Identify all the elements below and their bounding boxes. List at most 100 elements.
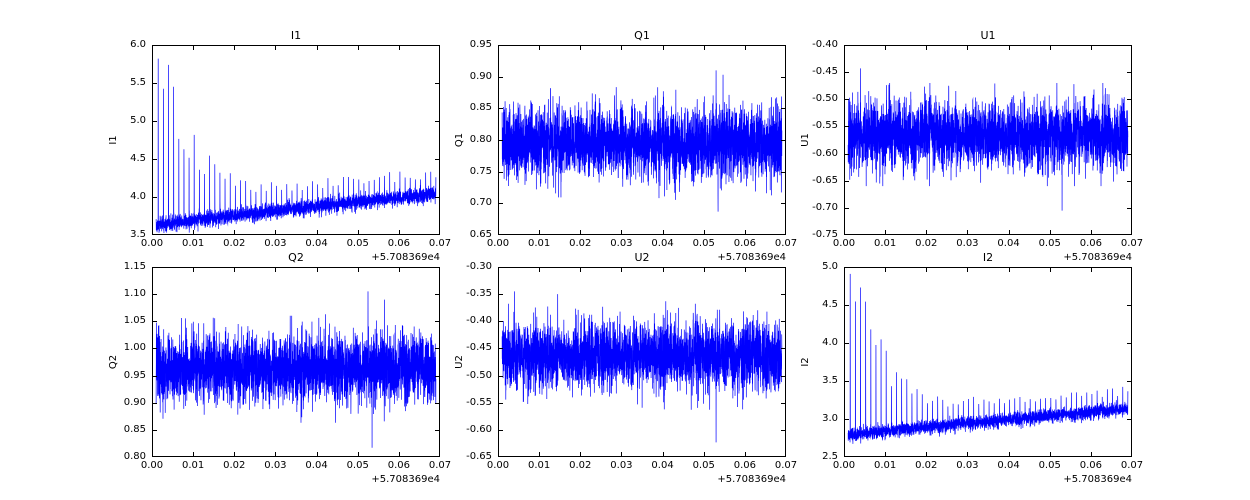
x-tick-label: 0.01 bbox=[874, 238, 897, 249]
subplot-i2: I2 I2 +5.708369e4 2.5 3.0 3.5 4.0 4.5 5.0 0.00… bbox=[784, 247, 1143, 492]
x-tick-label: 0.01 bbox=[182, 238, 205, 249]
y-tick-label: -0.70 bbox=[812, 201, 838, 213]
x-tick-label: 0.06 bbox=[387, 238, 410, 249]
y-tick-label: -0.45 bbox=[812, 66, 838, 78]
y-tick-label: 3.0 bbox=[822, 413, 838, 424]
x-tick-label: 0.03 bbox=[264, 460, 287, 471]
x-tick-label: 0.04 bbox=[305, 238, 328, 249]
x-tick-label: 0.02 bbox=[915, 238, 938, 249]
y-tick-label: 0.95 bbox=[123, 369, 146, 381]
y-tick-label: -0.55 bbox=[812, 120, 838, 132]
y-axis-label: I2 bbox=[800, 357, 811, 367]
subplot-q2: Q2 Q2 +5.708369e4 0.80 0.85 0.90 0.95 1.00 1.… bbox=[92, 247, 451, 492]
y-tick-label: 5.0 bbox=[822, 261, 838, 272]
subplot-title: U2 bbox=[634, 251, 650, 264]
x-tick-label: 0.07 bbox=[774, 238, 798, 249]
subplot-u2: U2 U2 +5.708369e4 -0.65 -0.60 -0.55 -0.50 -0… bbox=[438, 247, 797, 492]
x-tick-label: 0.00 bbox=[140, 238, 164, 249]
x-tick-label: 0.07 bbox=[428, 460, 452, 471]
x-tick-label: 0.05 bbox=[692, 238, 715, 249]
y-tick-label: 4.5 bbox=[130, 153, 146, 164]
x-tick-label: 0.00 bbox=[832, 460, 856, 471]
x-tick-label: 0.00 bbox=[832, 238, 856, 249]
y-tick-label: -0.60 bbox=[466, 423, 492, 435]
x-tick-label: 0.04 bbox=[651, 460, 674, 471]
x-axis-offset-label: +5.708369e4 bbox=[717, 252, 786, 263]
y-tick-label: 1.00 bbox=[123, 342, 146, 354]
x-tick-label: 0.05 bbox=[346, 460, 369, 471]
x-tick-label: 0.05 bbox=[1038, 460, 1061, 471]
x-tick-label: 0.01 bbox=[182, 460, 205, 471]
y-tick-label: 5.0 bbox=[130, 115, 146, 126]
y-tick-label: -0.45 bbox=[466, 342, 492, 354]
subplot-i1: I1 I1 +5.708369e4 3.5 4.0 4.5 5.0 5.5 6.0 0.00… bbox=[92, 25, 451, 270]
y-tick-label: 0.95 bbox=[469, 39, 492, 50]
x-tick-label: 0.06 bbox=[733, 460, 756, 471]
y-tick-label: -0.40 bbox=[812, 39, 838, 50]
x-tick-label: 0.03 bbox=[610, 460, 633, 471]
y-tick-label: 1.05 bbox=[123, 315, 146, 327]
y-tick-label: 0.80 bbox=[123, 451, 146, 462]
y-tick-label: 6.0 bbox=[130, 39, 146, 50]
y-tick-label: 0.90 bbox=[469, 70, 492, 82]
x-tick-label: 0.05 bbox=[1038, 238, 1061, 249]
subplot-title: Q1 bbox=[634, 29, 650, 42]
x-tick-label: 0.03 bbox=[610, 238, 633, 249]
y-tick-label: 0.70 bbox=[469, 197, 492, 209]
x-tick-label: 0.02 bbox=[223, 460, 246, 471]
y-tick-label: 5.5 bbox=[130, 77, 146, 88]
x-tick-label: 0.06 bbox=[733, 238, 756, 249]
x-tick-label: 0.00 bbox=[140, 460, 164, 471]
y-tick-label: -0.30 bbox=[466, 261, 492, 272]
y-tick-label: 4.5 bbox=[822, 299, 838, 310]
y-tick-label: -0.60 bbox=[812, 147, 838, 159]
subplot-q1: Q1 Q1 +5.708369e4 0.65 0.70 0.75 0.80 0.85 0.… bbox=[438, 25, 797, 270]
y-tick-label: 3.5 bbox=[130, 229, 146, 240]
y-tick-label: 0.85 bbox=[123, 423, 146, 435]
plot-area bbox=[152, 267, 440, 457]
x-tick-label: 0.04 bbox=[997, 238, 1020, 249]
y-tick-label: -0.40 bbox=[466, 315, 492, 327]
y-tick-label: 0.85 bbox=[469, 102, 492, 114]
x-tick-label: 0.05 bbox=[346, 238, 369, 249]
y-tick-label: 3.5 bbox=[822, 375, 838, 386]
x-axis-offset-label: +5.708369e4 bbox=[1063, 252, 1132, 263]
plot-area bbox=[844, 45, 1132, 235]
subplot-u1: U1 U1 +5.708369e4 -0.75 -0.70 -0.65 -0.60 -0… bbox=[784, 25, 1143, 270]
y-tick-label: -0.75 bbox=[812, 229, 838, 240]
x-tick-label: 0.04 bbox=[305, 460, 328, 471]
x-tick-label: 0.03 bbox=[956, 238, 979, 249]
x-axis-offset-label: +5.708369e4 bbox=[717, 474, 786, 485]
y-tick-label: 0.90 bbox=[123, 396, 146, 408]
subplot-title: I1 bbox=[290, 29, 302, 42]
x-tick-label: 0.02 bbox=[915, 460, 938, 471]
plot-area bbox=[498, 267, 786, 457]
x-tick-label: 0.07 bbox=[428, 238, 452, 249]
y-tick-label: -0.65 bbox=[466, 451, 492, 462]
y-tick-label: 4.0 bbox=[130, 191, 146, 202]
x-tick-label: 0.07 bbox=[774, 460, 798, 471]
x-tick-label: 0.02 bbox=[223, 238, 246, 249]
x-tick-label: 0.01 bbox=[528, 238, 551, 249]
x-tick-label: 0.04 bbox=[997, 460, 1020, 471]
x-axis-offset-label: +5.708369e4 bbox=[1063, 474, 1132, 485]
y-tick-label: -0.50 bbox=[466, 369, 492, 381]
x-tick-label: 0.06 bbox=[1079, 460, 1102, 471]
subplot-title: I2 bbox=[982, 251, 994, 264]
x-tick-label: 0.03 bbox=[264, 238, 287, 249]
y-tick-label: -0.50 bbox=[812, 93, 838, 105]
y-axis-label: I1 bbox=[108, 135, 119, 145]
y-tick-label: 0.65 bbox=[469, 229, 492, 240]
plot-area bbox=[152, 45, 440, 235]
subplot-title: U1 bbox=[980, 29, 996, 42]
x-tick-label: 0.07 bbox=[1120, 460, 1144, 471]
x-tick-label: 0.00 bbox=[486, 238, 510, 249]
y-tick-label: 0.75 bbox=[469, 165, 492, 177]
y-tick-label: 1.15 bbox=[123, 261, 146, 272]
x-axis-offset-label: +5.708369e4 bbox=[371, 252, 440, 263]
x-tick-label: 0.06 bbox=[387, 460, 410, 471]
x-tick-label: 0.00 bbox=[486, 460, 510, 471]
subplot-title: Q2 bbox=[288, 251, 304, 264]
x-tick-label: 0.01 bbox=[528, 460, 551, 471]
